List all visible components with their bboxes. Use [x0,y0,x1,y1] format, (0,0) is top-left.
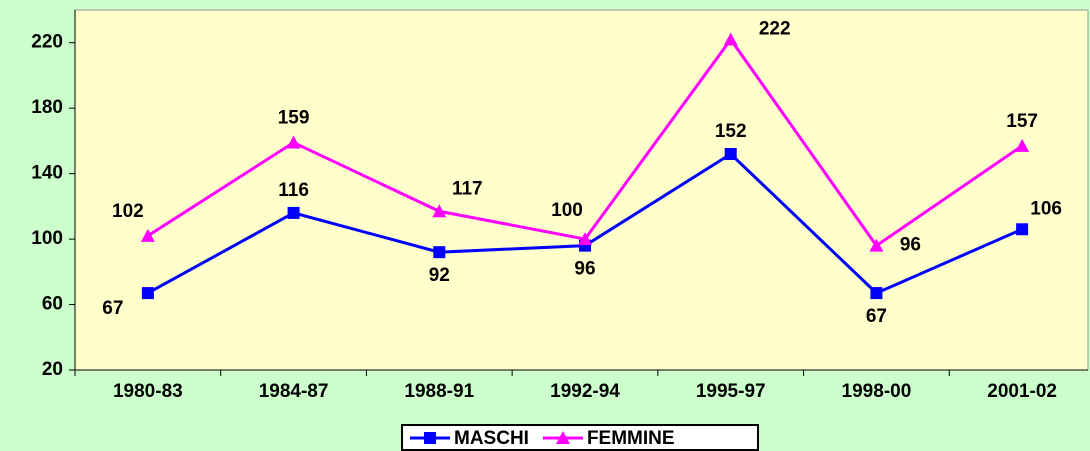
data-label: 67 [866,306,887,327]
data-label: 102 [112,201,144,222]
y-tick-label: 20 [42,359,63,380]
data-label: 117 [452,178,483,199]
data-label: 157 [1006,111,1038,132]
plot-area [74,9,1089,371]
x-tick-label: 1998-00 [842,381,912,402]
marker [141,287,154,300]
data-label: 116 [278,180,309,201]
marker [869,238,884,252]
x-tick-label: 2001-02 [987,381,1057,402]
marker [287,206,300,219]
data-label: 92 [429,265,450,286]
legend-label: MASCHI [454,428,529,449]
x-tick-label: 1995-97 [696,381,766,402]
y-tick-label: 220 [31,32,63,53]
marker [140,228,155,242]
legend: MASCHI FEMMINE [401,424,759,451]
data-label: 96 [574,259,595,280]
x-tick-label: 1980-83 [113,381,183,402]
data-label: 222 [759,18,791,39]
y-tick-label: 60 [42,294,63,315]
data-label: 100 [551,200,583,221]
data-label: 67 [102,298,123,319]
data-label: 159 [278,108,310,129]
x-tick-label: 1992-94 [550,381,620,402]
data-label: 96 [900,235,921,256]
y-tick-label: 140 [31,163,63,184]
y-tick-label: 180 [31,97,63,118]
data-label: 152 [715,121,747,142]
marker [870,287,883,300]
legend-marker [424,432,436,444]
marker [1016,223,1029,236]
marker [1015,138,1030,152]
marker [578,232,592,246]
marker [432,204,447,218]
marker [723,32,738,46]
data-label: 106 [1030,198,1062,219]
x-tick-label: 1984-87 [259,381,329,402]
marker [724,148,737,160]
y-tick-label: 100 [31,228,63,249]
legend-marker [555,431,570,444]
legend-label: FEMMINE [587,428,675,449]
marker [433,246,446,259]
x-tick-label: 1988-91 [404,381,474,402]
marker [286,135,301,149]
